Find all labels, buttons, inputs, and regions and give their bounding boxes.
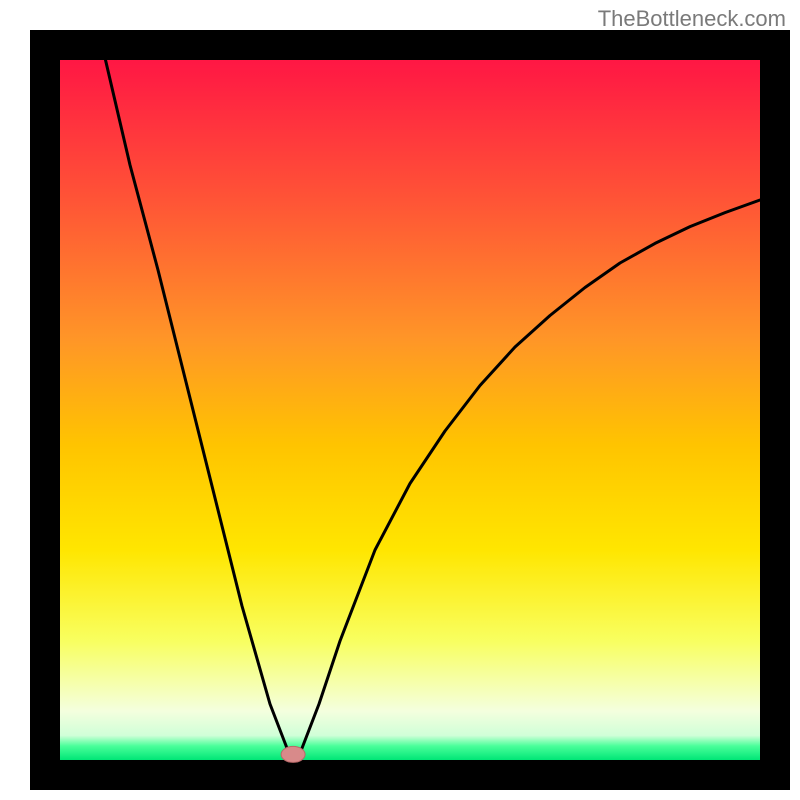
chart-container: TheBottleneck.com	[0, 0, 800, 800]
plot-background	[60, 60, 760, 760]
optimal-marker	[281, 746, 305, 762]
watermark-text: TheBottleneck.com	[598, 6, 786, 32]
bottleneck-chart	[0, 0, 800, 800]
